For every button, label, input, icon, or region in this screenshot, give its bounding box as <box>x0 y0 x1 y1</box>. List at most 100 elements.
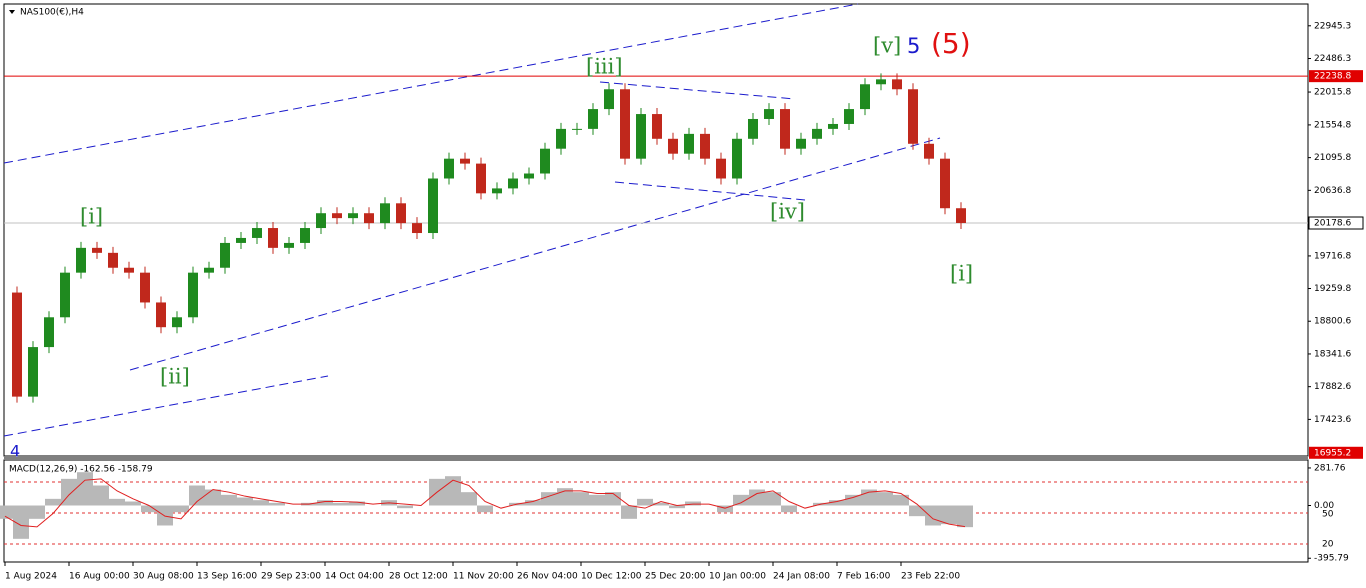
y-tick-label: 22945.3 <box>1314 21 1351 31</box>
x-tick-label: 16 Aug 00:00 <box>69 572 130 582</box>
candle <box>572 128 582 130</box>
macd-bar <box>29 505 45 519</box>
y-tick-label: 21554.8 <box>1314 120 1351 130</box>
signal-line <box>4 478 966 528</box>
level-label: 50 <box>1322 510 1334 520</box>
macd-bar <box>13 505 29 539</box>
y-tick-label: 19716.8 <box>1314 251 1351 261</box>
channel-bottom <box>3 375 329 437</box>
macd-bar <box>141 505 157 513</box>
candle <box>748 118 758 139</box>
candle <box>412 223 422 234</box>
macd-bar <box>573 492 589 506</box>
candle <box>732 138 742 179</box>
candle <box>956 208 966 223</box>
macd-bar <box>909 505 925 517</box>
wave-label: 5 <box>907 34 920 58</box>
wave-label: [iv] <box>770 200 805 224</box>
candle <box>444 158 454 179</box>
x-tick-label: 13 Sep 16:00 <box>197 572 257 582</box>
wave-label: [i] <box>950 262 973 286</box>
candle <box>940 158 950 209</box>
candle <box>604 89 614 110</box>
macd-bar <box>637 498 653 506</box>
macd-levels <box>4 481 1308 545</box>
candle <box>860 84 870 110</box>
x-tick-label: 23 Feb 22:00 <box>901 572 960 582</box>
candle <box>268 228 278 248</box>
y-tick-label: 18800.6 <box>1314 317 1351 327</box>
triangle-bottom <box>614 181 806 201</box>
y-tick-label: -395.79 <box>1314 554 1349 564</box>
candle <box>60 272 70 318</box>
candle <box>908 89 918 144</box>
macd-bar <box>477 505 493 513</box>
macd-bar <box>717 505 733 513</box>
candle <box>652 114 662 139</box>
candle <box>380 203 390 224</box>
candle <box>300 228 310 243</box>
price-label: 20178.6 <box>1314 219 1351 229</box>
macd-bar <box>653 502 669 506</box>
macd-bar <box>125 501 141 506</box>
candle <box>44 317 54 348</box>
candle <box>348 213 358 219</box>
candle <box>780 109 790 149</box>
macd-bar <box>749 489 765 506</box>
wave-label: [iii] <box>586 55 623 79</box>
candle <box>812 128 822 139</box>
candle <box>924 143 934 159</box>
y-tick-label: 281.76 <box>1314 463 1346 473</box>
x-tick-label: 10 Dec 12:00 <box>581 572 642 582</box>
candle <box>284 242 294 248</box>
macd-bar <box>877 492 893 506</box>
candle <box>876 79 886 85</box>
x-tick-label: 29 Sep 23:00 <box>261 572 321 582</box>
candle <box>492 188 502 194</box>
x-tick-label: 1 Aug 2024 <box>5 572 57 582</box>
candle <box>332 213 342 219</box>
macd-bar <box>925 505 941 526</box>
macd-bar <box>893 494 909 506</box>
y-tick-label: 22486.3 <box>1314 54 1351 64</box>
x-tick-label: 26 Nov 04:00 <box>517 572 578 582</box>
x-tick-label: 30 Aug 08:00 <box>133 572 194 582</box>
candle <box>76 247 86 273</box>
channel-mid <box>129 137 941 371</box>
macd-bar <box>829 500 845 506</box>
candle <box>28 347 38 397</box>
macd-bar <box>157 505 173 526</box>
x-tick-label: 11 Nov 20:00 <box>453 572 514 582</box>
macd-bar <box>845 494 861 506</box>
macd-bar <box>781 505 797 513</box>
channel-lines <box>3 3 941 437</box>
candle <box>588 109 598 129</box>
candle <box>476 163 486 194</box>
wave-label: [ii] <box>160 365 190 389</box>
candle <box>236 237 246 243</box>
candle <box>204 267 214 273</box>
macd-bar <box>941 505 957 525</box>
wave-label: 4 <box>10 442 20 461</box>
x-tick-label: 7 Feb 16:00 <box>837 572 891 582</box>
y-tick-label: 20636.8 <box>1314 186 1351 196</box>
macd-title: MACD(12,26,9) -162.56 -158.79 <box>9 465 153 475</box>
candle <box>316 213 326 229</box>
macd-bar <box>253 500 269 506</box>
candle <box>172 317 182 328</box>
level-label: 20 <box>1322 540 1334 550</box>
macd-bar <box>0 505 13 519</box>
price-label: 22238.8 <box>1314 72 1351 82</box>
macd-bar <box>957 505 973 528</box>
candle <box>220 242 230 268</box>
y-tick-label: 21095.8 <box>1314 153 1351 163</box>
x-tick-label: 14 Oct 04:00 <box>325 572 384 582</box>
wave-label: (5) <box>931 27 971 60</box>
candle <box>556 128 566 149</box>
y-tick-label: 0.00 <box>1314 501 1334 511</box>
macd-bar <box>317 500 333 506</box>
macd-bar <box>77 472 93 506</box>
candle <box>668 138 678 154</box>
candle <box>524 173 534 179</box>
menu-arrow <box>9 10 15 14</box>
